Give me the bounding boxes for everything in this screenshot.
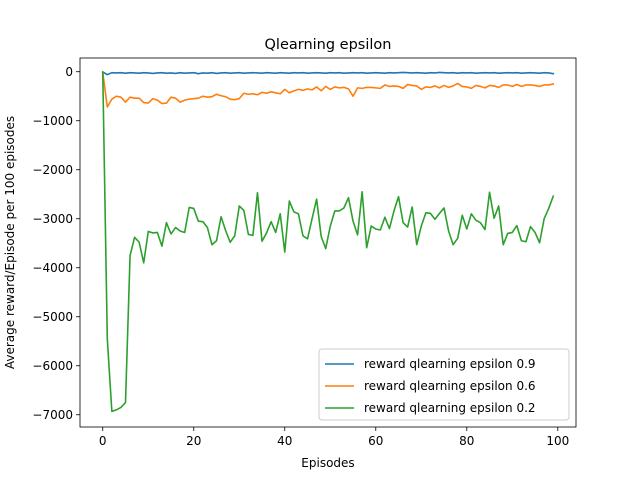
y-tick-label: 0 — [65, 65, 73, 79]
y-tick-label: −7000 — [32, 408, 73, 422]
y-tick-label: −4000 — [32, 261, 73, 275]
x-tick-label: 60 — [368, 434, 383, 448]
x-tick-label: 0 — [99, 434, 107, 448]
y-tick-label: −2000 — [32, 163, 73, 177]
y-tick-label: −3000 — [32, 212, 73, 226]
chart-title: Qlearning epsilon — [265, 37, 392, 53]
y-tick-label: −1000 — [32, 114, 73, 128]
x-tick-label: 40 — [277, 434, 292, 448]
y-tick-label: −5000 — [32, 310, 73, 324]
x-tick-label: 80 — [459, 434, 474, 448]
y-axis-ticks: 0 −1000 −2000 −3000 −4000 −5000 −6000 −7000 — [32, 65, 80, 422]
x-tick-label: 100 — [546, 434, 569, 448]
series-line-1 — [101, 71, 555, 108]
legend-box — [318, 348, 570, 421]
y-tick-label: −6000 — [32, 359, 73, 373]
legend-label-eps-0.6: reward qlearning epsilon 0.6 — [364, 379, 536, 393]
y-axis-label: Average reward/Episode per 100 episodes — [3, 116, 17, 369]
series-layer — [101, 70, 555, 413]
series-line-2 — [101, 71, 555, 413]
x-axis-ticks: 0 20 40 60 80 100 — [99, 427, 569, 448]
legend-label-eps-0.2: reward qlearning epsilon 0.2 — [364, 401, 536, 415]
legend-label-eps-0.9: reward qlearning epsilon 0.9 — [364, 357, 536, 371]
series-line-0 — [101, 70, 555, 76]
x-tick-label: 20 — [186, 434, 201, 448]
plot-frame — [79, 57, 577, 428]
x-axis-label: Episodes — [301, 456, 354, 470]
legend: reward qlearning epsilon 0.9 reward qlea… — [318, 348, 570, 421]
